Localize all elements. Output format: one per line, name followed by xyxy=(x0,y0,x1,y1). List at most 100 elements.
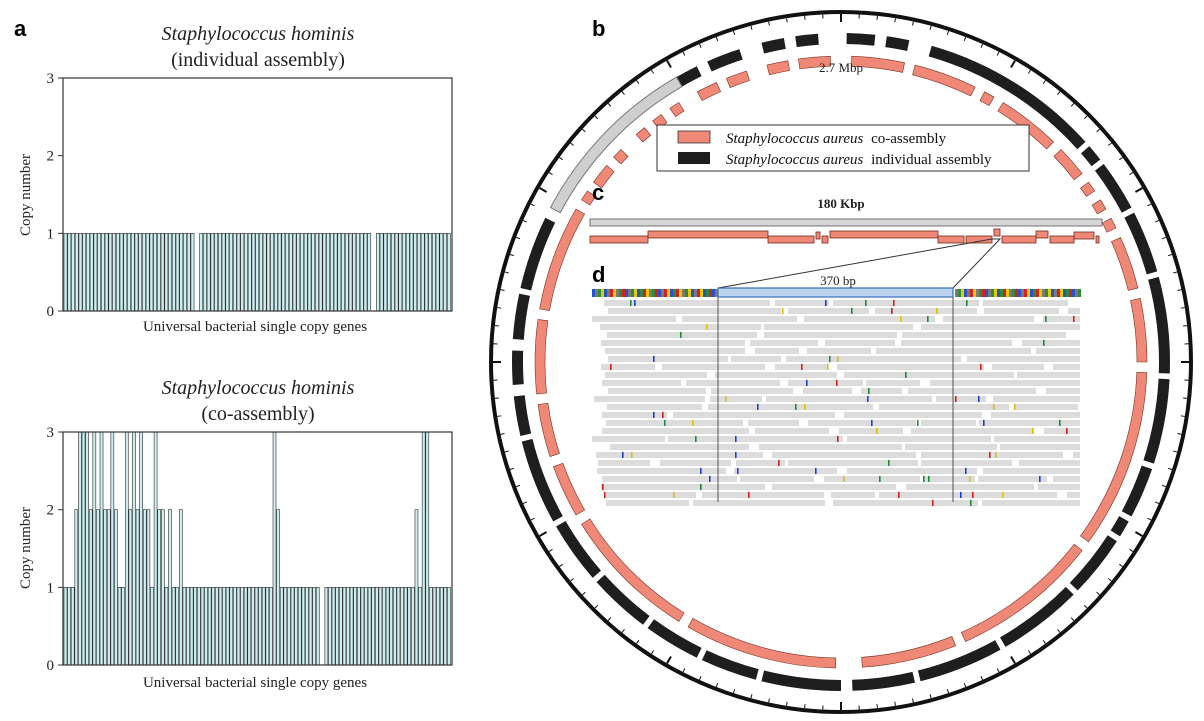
read xyxy=(866,380,920,386)
sequence-base xyxy=(592,289,595,297)
coassembly-contig xyxy=(613,149,629,165)
panel-d-letter: d xyxy=(592,262,605,287)
zoom-connector xyxy=(717,238,1002,289)
mismatch xyxy=(815,468,817,474)
read xyxy=(601,340,745,346)
mismatch xyxy=(879,476,881,482)
mismatch xyxy=(993,404,995,410)
bar xyxy=(92,431,97,666)
ring-tick xyxy=(1161,236,1167,240)
ring-tick xyxy=(500,289,505,291)
sequence-base xyxy=(1015,289,1018,297)
ytick-label: 1 xyxy=(47,226,55,242)
bar xyxy=(153,233,158,312)
individual-contig xyxy=(1124,212,1158,275)
bar xyxy=(168,233,172,312)
ring-tick xyxy=(715,36,719,42)
coassembly-contig xyxy=(669,102,685,118)
ring-tick xyxy=(1083,604,1088,609)
ring-tick xyxy=(912,21,914,26)
sequence-base xyxy=(640,289,643,297)
read xyxy=(1038,484,1080,490)
bar xyxy=(189,587,194,666)
sequence-base xyxy=(955,289,958,297)
ring-tick xyxy=(1108,142,1112,146)
mismatch xyxy=(900,316,902,322)
mismatch xyxy=(1032,428,1034,434)
bar xyxy=(297,587,302,666)
ring-tick xyxy=(1134,531,1143,537)
chart-top-yticks: 0 1 2 3 xyxy=(47,71,63,320)
mismatch xyxy=(923,476,925,482)
sequence-base xyxy=(655,289,658,297)
sequence-base xyxy=(613,289,616,297)
mismatch xyxy=(905,372,907,378)
read xyxy=(1036,348,1080,354)
mismatch xyxy=(622,452,624,458)
bar xyxy=(259,233,263,312)
ring-tick xyxy=(1057,629,1061,633)
coassembly-contig xyxy=(593,164,615,189)
chart-top-xlabel: Universal bacterial single copy genes xyxy=(143,319,367,335)
ring-tick xyxy=(504,450,509,453)
read xyxy=(983,468,1080,474)
sequence-base xyxy=(610,289,613,297)
bar xyxy=(371,587,376,666)
mismatch xyxy=(837,436,839,442)
sequence-base xyxy=(994,289,997,297)
read xyxy=(736,460,785,466)
mismatch xyxy=(782,308,784,314)
read xyxy=(1014,404,1078,410)
bar xyxy=(85,431,89,666)
individual-contig xyxy=(701,650,759,680)
read xyxy=(592,316,676,322)
read xyxy=(808,420,916,426)
mismatch xyxy=(664,420,666,426)
read xyxy=(759,444,902,450)
bar xyxy=(349,587,354,666)
sequence-base xyxy=(1027,289,1030,297)
sequence-base xyxy=(1057,289,1060,297)
sequence-base xyxy=(1072,289,1075,297)
sequence-base xyxy=(712,289,715,297)
bar xyxy=(379,233,384,312)
bar xyxy=(247,233,252,312)
linear-contig xyxy=(1035,230,1049,239)
bar xyxy=(333,233,338,312)
mismatch xyxy=(801,364,803,370)
read xyxy=(715,372,837,378)
bar xyxy=(193,587,198,666)
mismatch xyxy=(972,492,974,498)
bar xyxy=(254,587,259,666)
bar xyxy=(375,587,379,666)
individual-contig xyxy=(520,217,556,291)
mismatch xyxy=(1073,316,1075,322)
mismatch xyxy=(1039,476,1041,482)
ring-tick xyxy=(636,640,640,644)
read xyxy=(602,412,667,418)
bar xyxy=(63,587,68,666)
mismatch xyxy=(795,404,797,410)
sequence-base xyxy=(709,289,712,297)
linear-contig xyxy=(767,235,815,244)
bar xyxy=(135,509,140,666)
individual-contig xyxy=(1069,535,1117,591)
mismatch xyxy=(1002,492,1004,498)
bar xyxy=(266,233,271,312)
panel-d-read-pileup: d 370 bp xyxy=(592,262,1081,506)
legend-frame xyxy=(656,124,1030,172)
sequence-base xyxy=(691,289,694,297)
bar xyxy=(446,233,451,312)
bar xyxy=(424,233,429,312)
read xyxy=(606,492,696,498)
bar xyxy=(179,233,184,312)
bar xyxy=(229,587,234,666)
sequence-base xyxy=(973,289,976,297)
bar xyxy=(396,587,401,666)
bar xyxy=(236,587,241,666)
bar xyxy=(428,233,433,312)
bar xyxy=(418,587,422,666)
ytick-label: 0 xyxy=(47,304,55,320)
ring-tick xyxy=(1119,563,1123,567)
mismatch xyxy=(893,300,895,306)
